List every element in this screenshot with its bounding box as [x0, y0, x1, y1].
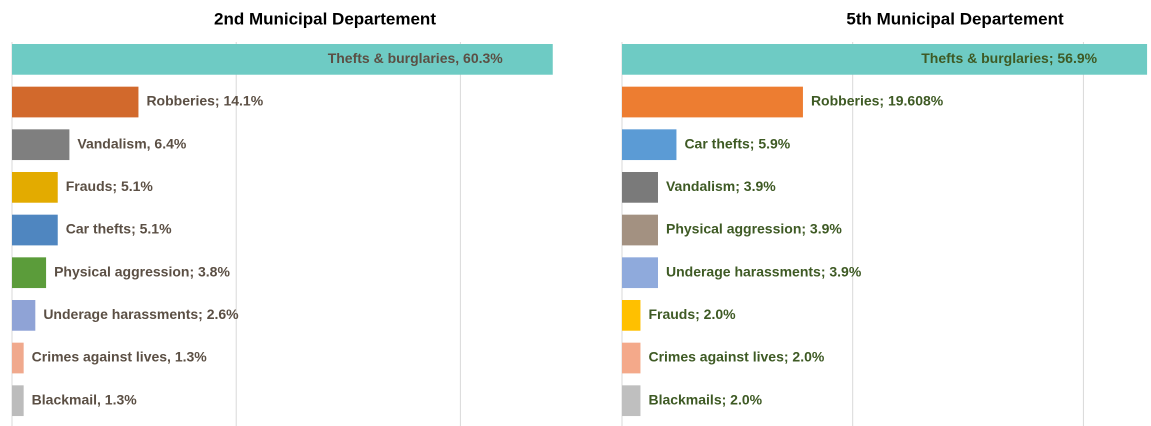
bar	[622, 385, 641, 417]
data-label: Physical aggression; 3.8%	[54, 263, 230, 279]
bar	[12, 385, 24, 417]
data-label: Underage harassments; 2.6%	[43, 306, 239, 322]
data-label: Underage harassments; 3.9%	[666, 263, 862, 279]
data-label: Robberies; 19.608%	[811, 93, 944, 109]
data-label: Car thefts; 5.9%	[684, 135, 790, 151]
bar	[622, 300, 641, 331]
bar	[622, 257, 658, 289]
data-label: Thefts & burglaries, 60.3%	[328, 50, 504, 66]
data-label: Vandalism; 3.9%	[666, 178, 776, 194]
bar	[12, 257, 47, 289]
bar	[12, 172, 58, 203]
data-label: Blackmail, 1.3%	[32, 391, 138, 407]
bar	[622, 172, 658, 203]
data-label: Vandalism, 6.4%	[77, 135, 186, 151]
data-label: Blackmails; 2.0%	[648, 391, 762, 407]
data-label: Frauds; 2.0%	[648, 306, 736, 322]
bar	[12, 86, 139, 118]
chart-title: 5th Municipal Departement	[846, 9, 1064, 28]
data-label: Crimes against lives, 1.3%	[32, 349, 208, 365]
data-label: Frauds; 5.1%	[66, 178, 154, 194]
data-label: Physical aggression; 3.9%	[666, 221, 842, 237]
data-label: Car thefts; 5.1%	[66, 221, 172, 237]
bar	[622, 129, 677, 161]
data-label: Robberies; 14.1%	[146, 93, 263, 109]
bar	[12, 342, 24, 374]
chart-title: 2nd Municipal Departement	[214, 9, 436, 28]
data-label: Thefts & burglaries; 56.9%	[921, 50, 1097, 66]
bar	[12, 44, 553, 75]
bar	[622, 44, 1148, 75]
bar	[12, 300, 36, 331]
bar	[622, 86, 803, 118]
bar	[12, 214, 58, 246]
bar	[622, 214, 658, 246]
bar	[12, 129, 70, 161]
bar	[622, 342, 641, 374]
data-label: Crimes against lives; 2.0%	[648, 349, 824, 365]
